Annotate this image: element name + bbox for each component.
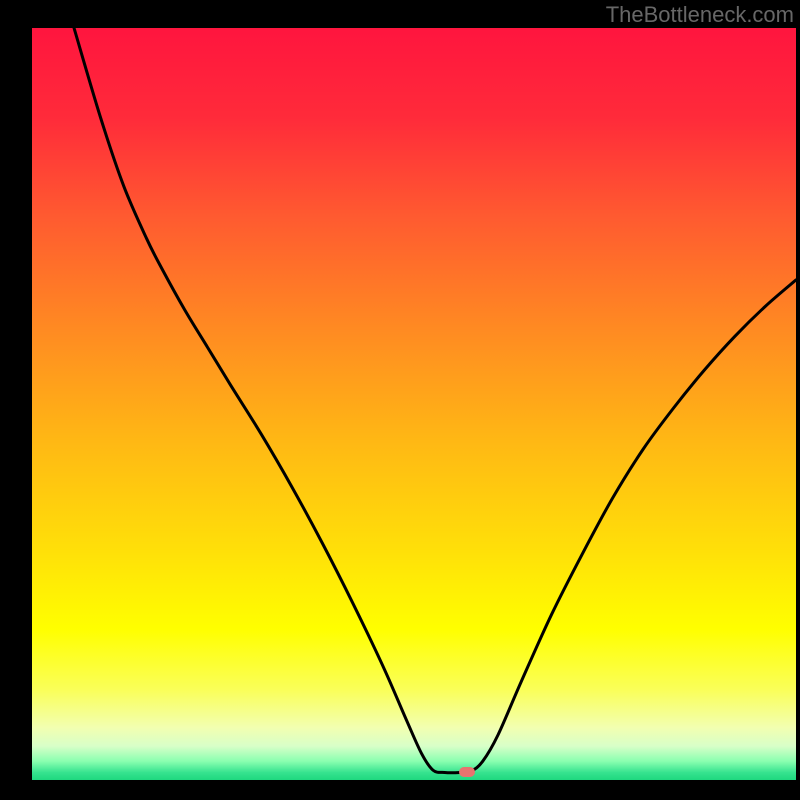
- bottleneck-curve: [32, 28, 796, 780]
- plot-area: [32, 28, 796, 780]
- watermark-text: TheBottleneck.com: [606, 2, 794, 28]
- optimal-point-marker: [459, 767, 475, 777]
- chart-frame: TheBottleneck.com: [0, 0, 800, 800]
